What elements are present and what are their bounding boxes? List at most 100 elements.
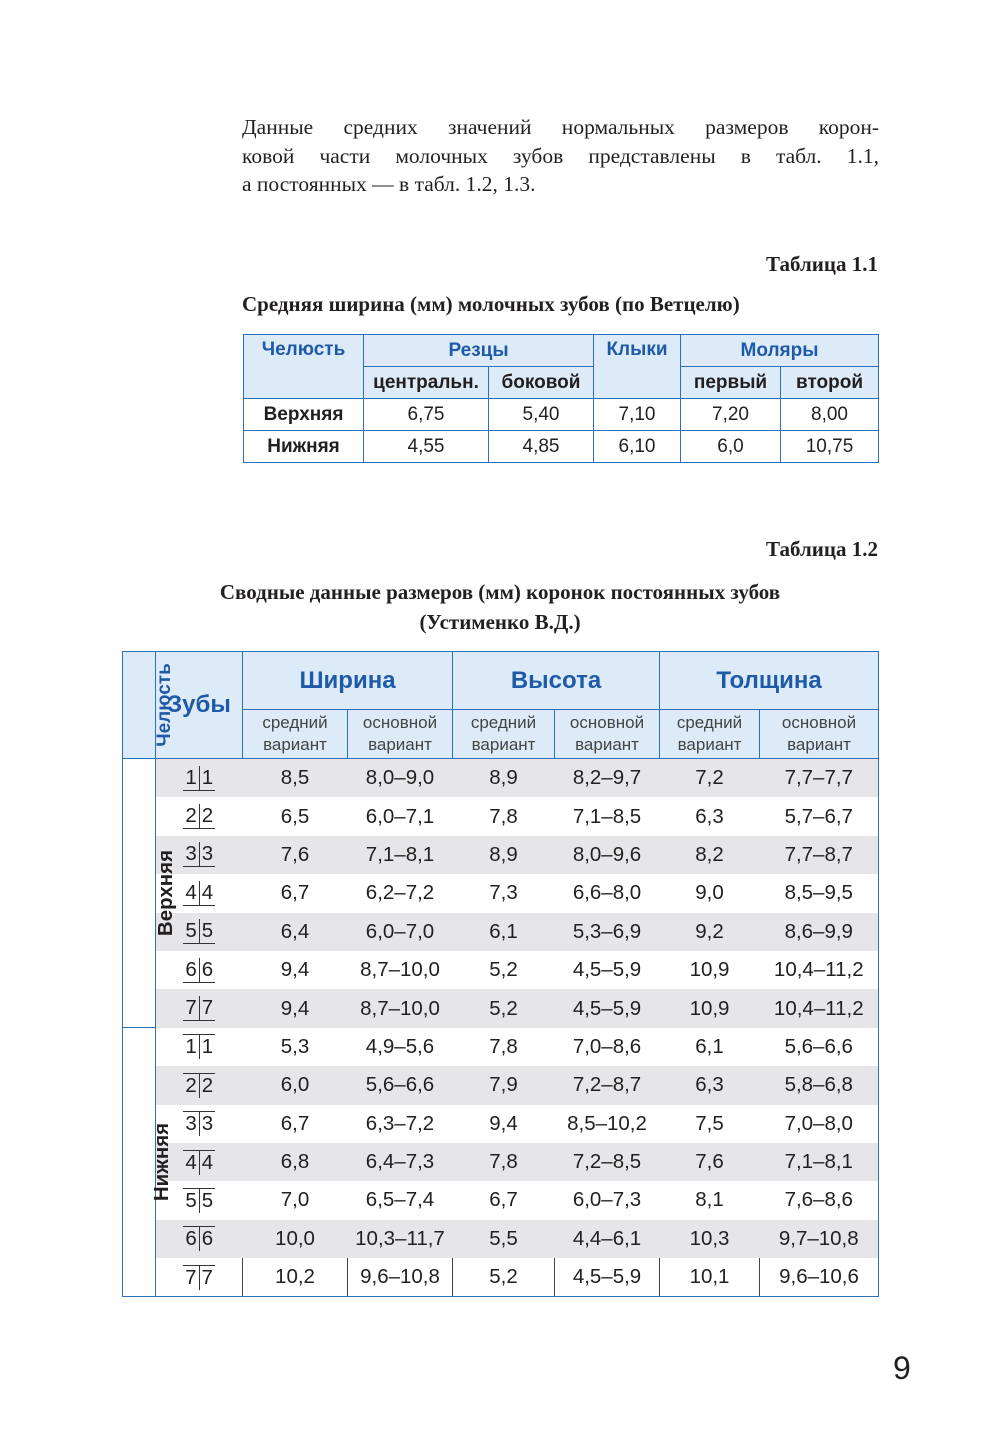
table-row: Верхняя 1 1 8,5 8,0–9,0 8,9 8,2–9,7 7,2 7,7–7,7 bbox=[122, 757, 880, 1029]
cell: 5,8–6,8 bbox=[759, 1066, 880, 1105]
header-cell: основной вариант bbox=[554, 709, 661, 759]
cell: 6,0 bbox=[680, 430, 781, 463]
row-header: Верхняя bbox=[243, 398, 364, 431]
tooth-number: 2 bbox=[185, 1073, 197, 1097]
tooth-number: 6 bbox=[185, 1227, 197, 1251]
cell: 10,2 bbox=[242, 1258, 348, 1298]
cell: 4,5–5,9 bbox=[572, 958, 642, 982]
cell: 4,85 bbox=[488, 430, 594, 463]
header-cell: Моляры bbox=[679, 334, 880, 367]
cell: 9,0 bbox=[695, 881, 724, 905]
cell: 6,3–7,2 bbox=[365, 1111, 435, 1135]
cell: 8,6–9,9 bbox=[759, 912, 880, 951]
cell: 6,1 bbox=[695, 1034, 724, 1058]
table-row: 2 2 6,5 6,0–7,1 7,8 7,1–8,5 6,3 5,7–6,7 bbox=[123, 797, 880, 836]
cell: 6,4–7,3 bbox=[347, 1142, 453, 1182]
cell: 5,6–6,6 bbox=[759, 1027, 880, 1067]
tooth-number: 6 bbox=[198, 957, 215, 982]
cell: 6,1 bbox=[452, 912, 555, 951]
cell: 4,55 bbox=[363, 430, 489, 463]
cell: 7,6 bbox=[659, 1142, 760, 1182]
cell: 6,0–7,0 bbox=[347, 912, 453, 951]
table: Челюсть Резцы Клыки Моляры центральн. боковой… bbox=[243, 334, 880, 463]
jaw-name: Верхняя bbox=[154, 850, 178, 937]
cell: 9,4 bbox=[489, 1111, 518, 1135]
cell: 10,9 bbox=[689, 958, 730, 982]
cell: 6,7 bbox=[489, 1188, 518, 1212]
cell: 9,7–10,8 bbox=[759, 1219, 880, 1259]
cell: 5,3 bbox=[280, 1034, 310, 1058]
cell: 7,7–7,7 bbox=[759, 758, 880, 798]
cell: 4,5–5,9 bbox=[554, 989, 660, 1028]
tooth-number: 3 bbox=[185, 1112, 197, 1136]
cell: 6,8 bbox=[242, 1142, 348, 1182]
cell: 6,5 bbox=[280, 804, 310, 828]
header-cell: первый bbox=[680, 366, 781, 399]
tooth-number: 1 bbox=[185, 765, 197, 789]
cell: 10,1 bbox=[659, 1258, 760, 1298]
cell: 6,5–7,4 bbox=[365, 1188, 435, 1212]
cell: 6,2–7,2 bbox=[365, 881, 435, 905]
cell: 7,0–8,0 bbox=[759, 1104, 880, 1143]
table-title: Средняя ширина (мм) молочных зубов (по В… bbox=[242, 292, 740, 316]
header-cell: основной вариант bbox=[759, 709, 880, 759]
header-cell: средний вариант bbox=[659, 709, 761, 759]
cell: 10,3–11,7 bbox=[347, 1219, 453, 1259]
tooth-number: 3 bbox=[185, 842, 197, 866]
table-row: Верхняя 6,75 5,40 7,10 7,20 8,00 bbox=[243, 398, 880, 431]
cell: 5,5 bbox=[452, 1219, 555, 1259]
header-row: Челюсть Зубы Ширина Высота Толщина bbox=[122, 651, 880, 759]
cell: 5,2 bbox=[452, 1258, 555, 1298]
cell: 6,7 bbox=[280, 881, 310, 905]
title-line: (Устименко В.Д.) bbox=[419, 610, 581, 634]
cell: 6,7 bbox=[280, 1111, 310, 1135]
tooth-number: 7 bbox=[185, 1265, 197, 1289]
cell: 4,5–5,9 bbox=[554, 1258, 660, 1298]
paragraph: Данные средних значений нормальных разме… bbox=[242, 113, 879, 199]
tooth-number: 4 bbox=[185, 1150, 197, 1174]
table-row: 4 4 6,7 6,2–7,2 7,3 6,6–8,0 9,0 8,5–9,5 bbox=[123, 874, 880, 913]
cell: 10,9 bbox=[659, 989, 760, 1028]
tooth-number: 7 bbox=[198, 1265, 215, 1290]
tooth-number: 2 bbox=[198, 1073, 215, 1098]
header-cell: Зубы bbox=[155, 651, 243, 759]
header-cell: средний вариант bbox=[452, 709, 556, 759]
tooth-number: 1 bbox=[198, 1035, 215, 1060]
cell: 10,3 bbox=[659, 1219, 760, 1259]
cell: 7,1–8,1 bbox=[347, 835, 453, 875]
jaw-name: Нижняя bbox=[150, 1123, 174, 1202]
tooth-number: 4 bbox=[198, 1150, 215, 1175]
cell: 8,1 bbox=[695, 1188, 724, 1212]
cell: 8,2 bbox=[659, 835, 760, 875]
cell: 6,4 bbox=[242, 912, 348, 951]
cell: 8,7–10,0 bbox=[360, 958, 440, 982]
tooth-number: 4 bbox=[185, 880, 197, 904]
tooth-number: 2 bbox=[185, 804, 197, 828]
cell: 10,4–11,2 bbox=[759, 950, 880, 990]
header-cell: Клыки bbox=[593, 334, 681, 399]
cell: 9,6–10,6 bbox=[759, 1258, 880, 1298]
header-cell: Высота bbox=[452, 651, 661, 710]
table-row: 6 6 10,0 10,3–11,7 5,5 4,4–6,1 10,3 9,7–10,8 bbox=[123, 1219, 880, 1259]
cell: 8,5–9,5 bbox=[759, 874, 880, 913]
table-row: 3 3 7,6 7,1–8,1 8,9 8,0–9,6 8,2 7,7–8,7 bbox=[123, 835, 880, 875]
header-cell: боковой bbox=[488, 366, 594, 399]
cell: 8,0–9,0 bbox=[347, 758, 453, 798]
cell: 7,20 bbox=[680, 398, 781, 431]
cell: 5,3–6,9 bbox=[554, 912, 660, 951]
